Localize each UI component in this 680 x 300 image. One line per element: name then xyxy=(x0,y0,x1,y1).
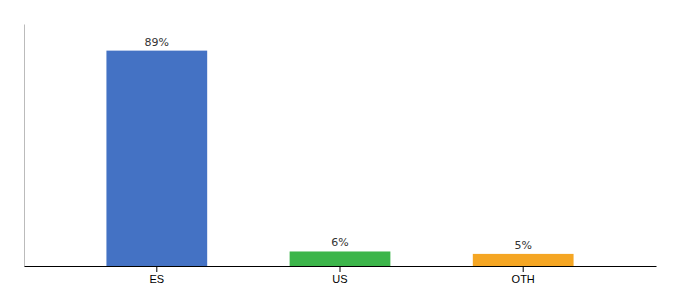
x-tick: ES xyxy=(149,266,164,285)
bar xyxy=(473,254,574,266)
data-label: 5% xyxy=(514,239,531,252)
x-tick: US xyxy=(332,266,347,285)
x-tick-label: ES xyxy=(149,273,164,285)
x-axis: ES US OTH xyxy=(25,266,657,285)
x-tick-label: US xyxy=(332,273,347,285)
data-label: 6% xyxy=(331,236,348,249)
x-tick-mark xyxy=(156,266,157,272)
chart-svg: ES US OTH 89% 6% 5% xyxy=(0,0,680,300)
y-axis xyxy=(24,25,25,267)
bars xyxy=(106,51,573,266)
plot-area: ES US OTH 89% 6% 5% xyxy=(25,25,657,285)
x-tick: OTH xyxy=(512,266,535,285)
y-axis-line xyxy=(24,25,25,267)
chart-container: ES US OTH 89% 6% 5% xyxy=(0,0,680,300)
x-tick-mark xyxy=(523,266,524,272)
bar xyxy=(290,251,391,266)
data-label: 89% xyxy=(145,36,169,49)
x-tick-mark xyxy=(340,266,341,272)
data-labels: 89% 6% 5% xyxy=(145,36,532,252)
x-tick-label: OTH xyxy=(512,273,535,285)
bar xyxy=(106,51,207,266)
